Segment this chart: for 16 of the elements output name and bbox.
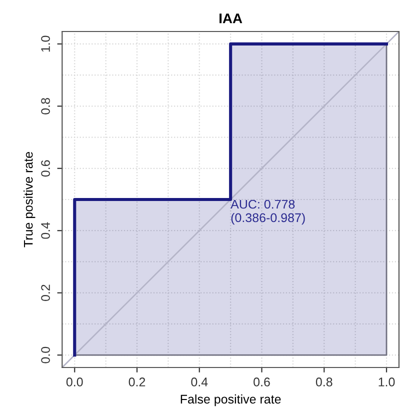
- y-tick-label: 0.4: [41, 222, 50, 239]
- x-tick-label: 0.8: [316, 378, 332, 386]
- y-tick-label: 0.8: [41, 98, 50, 114]
- y-tick-label: 0.0: [41, 346, 50, 364]
- y-tick-label: 1.0: [41, 36, 50, 52]
- x-tick-label: 1.0: [378, 378, 395, 386]
- x-axis-title: False positive rate: [180, 394, 281, 406]
- x-tick-label: 0.2: [128, 378, 146, 386]
- annotation: AUC: 0.778 (0.386-0.987): [230, 200, 305, 225]
- x-tick-label: 0.4: [191, 378, 208, 386]
- y-tick-label: 0.2: [41, 284, 50, 302]
- y-tick-label: 0.6: [41, 160, 50, 177]
- x-tick-label: 0.6: [254, 378, 270, 386]
- x-tick-label: 0.0: [66, 378, 83, 386]
- chart-title: IAA: [220, 14, 242, 24]
- y-axis-title: True positive rate: [24, 152, 36, 248]
